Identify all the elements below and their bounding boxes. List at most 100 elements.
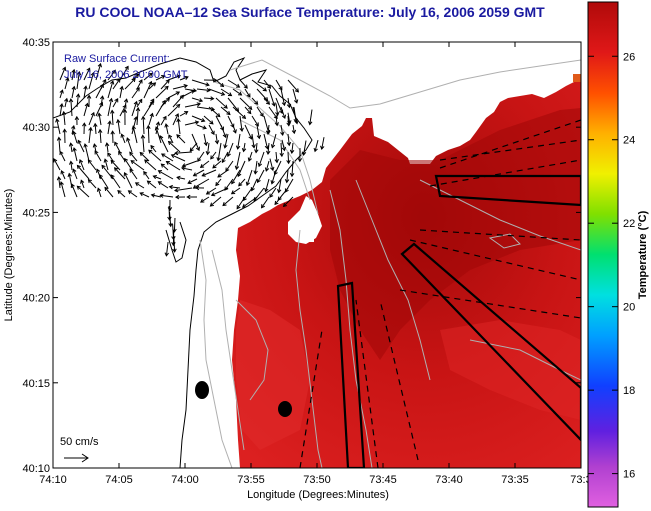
current-vector [107,69,116,81]
colorbar-tick-label: 24 [623,135,635,147]
coastline-inlet [165,221,187,263]
x-axis-label: Longitude (Degrees:Minutes) [247,489,389,501]
current-vector [210,187,229,197]
current-vector [77,139,85,153]
current-vector [83,143,90,162]
current-vector [279,142,284,158]
current-vector [307,109,313,126]
current-vector [241,196,258,208]
current-vector [261,196,270,209]
current-vector [87,178,97,189]
current-vector [95,62,102,81]
y-tick-label: 40:25 [22,207,50,219]
current-vector [118,150,126,162]
current-vector [274,196,282,206]
current-vector [215,178,222,187]
x-tick-label: 73:3 [570,474,591,486]
current-vector [83,67,91,81]
current-vector [191,133,200,152]
current-vector [95,83,104,99]
current-vector [239,97,253,111]
current-vector [168,211,173,228]
current-vector [216,142,222,162]
current-vector [289,160,295,178]
current-vector [313,140,319,153]
current-vector [141,115,146,135]
current-vector [212,160,222,169]
current-vector [68,98,74,117]
current-vector [116,118,121,135]
current-vector [87,159,97,171]
current-vector [134,182,145,189]
current-vector [280,88,287,107]
current-vector [297,148,303,163]
current-vector [222,196,234,207]
current-vector [203,115,214,125]
current-vector [110,159,121,171]
current-vector [112,78,121,90]
current-vector [281,139,287,152]
current-vector [187,178,198,185]
current-vector [168,134,174,144]
current-vector [124,157,133,171]
sst-cool-patch [236,300,310,450]
current-vector [148,82,157,90]
current-vector [270,169,277,185]
current-vector [275,79,283,91]
current-vector [104,142,110,153]
current-vector [280,106,287,120]
current-vector [99,174,109,189]
x-axis: 74:10 74:05 74:00 73:55 73:50 73:45 73:40 73:35… [39,42,592,486]
current-vector [301,140,307,156]
current-vector [263,97,271,105]
current-vector [239,115,244,133]
current-vector [86,94,92,108]
sst-cool-patch-east [440,320,581,420]
current-vector [71,68,76,81]
y-tick-label: 40:30 [22,122,50,134]
current-vector [289,142,295,155]
current-vector [114,141,121,153]
current-vector [164,241,169,257]
current-vector [224,178,234,191]
sst-pixel [573,74,581,82]
current-vector [280,124,285,137]
current-vector [136,79,143,90]
current-vector [256,124,262,140]
current-vector [135,106,141,126]
current-vector [61,110,67,126]
current-vector [154,126,162,144]
station-marker [195,381,209,399]
current-vector [83,85,88,99]
colorbar-tick-label: 22 [623,218,635,230]
current-vector [68,142,74,153]
current-vector [223,133,229,149]
current-vector [80,179,85,189]
current-vector [268,88,276,107]
bathymetry-contours [199,59,581,468]
current-vector [286,133,292,147]
current-vector [104,186,114,198]
current-vector [172,94,185,108]
current-vector [292,88,299,104]
current-vector [172,113,180,126]
current-vector [56,176,62,189]
current-vector [186,194,198,200]
current-vector [76,70,82,90]
current-vector [174,187,193,193]
current-vector [59,150,66,162]
current-vector [247,151,253,162]
cloud-gap-2 [300,226,314,242]
current-vector [76,185,90,198]
current-vector [203,133,208,147]
vector-scale-label: 50 cm/s [60,436,99,448]
current-vector [83,102,89,117]
current-vector [172,83,188,90]
current-vector [143,100,154,117]
current-vector [110,174,121,189]
current-vector [189,142,198,152]
current-vector [144,159,157,171]
current-vector [232,124,237,134]
current-vector [191,79,210,87]
current-vector [92,143,98,153]
